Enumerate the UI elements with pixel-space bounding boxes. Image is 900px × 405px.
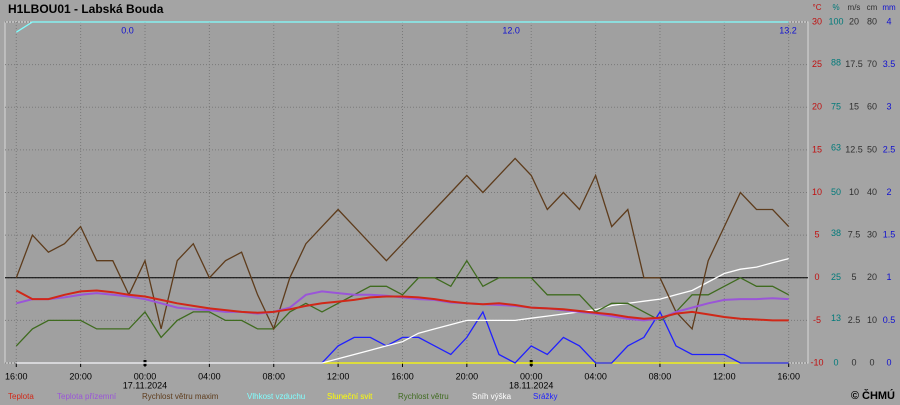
x-tick-label: 20:00 [456, 371, 479, 381]
y-tick-label: 1.5 [883, 230, 896, 240]
annotation: 0.0 [121, 25, 134, 35]
y-tick-label: 70 [867, 59, 877, 69]
y-tick-label: 2 [886, 187, 891, 197]
axis-unit: mm [882, 3, 896, 12]
series-line [15, 289, 789, 322]
annotation: 12.0 [502, 25, 520, 35]
y-tick-label: 15 [812, 144, 822, 154]
legend-entry: Teplota přízemní [57, 392, 117, 401]
legend-entry: Teplota [8, 392, 34, 401]
y-tick-label: 3 [886, 102, 891, 112]
x-tick-label: 00:00 [134, 371, 157, 381]
axis-unit: cm [867, 3, 878, 12]
y-tick-label: 5 [851, 272, 856, 282]
y-tick-label: 63 [831, 143, 841, 153]
y-tick-label: 30 [867, 230, 877, 240]
y-tick-label: 40 [867, 187, 877, 197]
y-tick-label: -10 [810, 357, 823, 367]
y-tick-label: 5 [814, 230, 819, 240]
y-tick-label: 80 [867, 16, 877, 26]
y-tick-label: 60 [867, 102, 877, 112]
x-tick-label: 12:00 [327, 371, 350, 381]
legend-entry: Rychlost větru [398, 392, 449, 401]
y-tick-label: 10 [849, 187, 859, 197]
y-tick-label: 17.5 [845, 59, 863, 69]
x-tick-label: 00:00 [520, 371, 543, 381]
credit: © ČHMÚ [851, 389, 895, 402]
series-line [15, 259, 790, 347]
x-tick-label: 16:00 [391, 371, 414, 381]
x-tick-label: 16:00 [5, 371, 28, 381]
y-tick-label: 25 [812, 59, 822, 69]
y-tick-label: 3.5 [883, 59, 896, 69]
x-tick-label: 20:00 [69, 371, 92, 381]
y-tick-label: 75 [831, 102, 841, 112]
y-tick-label: 20 [812, 102, 822, 112]
y-tick-label: -5 [813, 315, 821, 325]
legend-entry: Vlhkost vzduchu [247, 392, 305, 401]
y-tick-label: 15 [849, 102, 859, 112]
axis-unit: m/s [848, 3, 861, 12]
chart-title: H1LBOU01 - Labská Bouda [8, 2, 164, 16]
y-tick-label: 38 [831, 228, 841, 238]
y-tick-label: 30 [812, 16, 822, 26]
x-tick-label: 04:00 [198, 371, 221, 381]
y-tick-label: 50 [867, 144, 877, 154]
axis-unit: °C [813, 3, 822, 12]
y-tick-label: 10 [812, 187, 822, 197]
legend-entry: Sluneční svit [327, 392, 373, 401]
y-tick-label: 12.5 [845, 144, 863, 154]
x-tick-label: 08:00 [262, 371, 285, 381]
annotation: 13.2 [779, 25, 797, 35]
y-tick-label: 0 [833, 357, 838, 367]
y-tick-label: 10 [867, 315, 877, 325]
y-tick-label: 0 [886, 357, 891, 367]
legend-entry: Srážky [533, 392, 557, 401]
y-tick-label: 0.5 [883, 315, 896, 325]
y-tick-label: 50 [831, 187, 841, 197]
y-tick-label: 0 [869, 357, 874, 367]
x-tick-label: 04:00 [584, 371, 607, 381]
legend-entry: Rychlost větru maxim [142, 392, 219, 401]
date-label: 17.11.2024 [123, 380, 167, 390]
y-tick-label: 13 [831, 313, 841, 323]
y-tick-label: 2.5 [883, 144, 896, 154]
y-tick-label: 7.5 [848, 230, 861, 240]
series-line [16, 257, 789, 364]
x-tick-label: 16:00 [777, 371, 800, 381]
y-tick-label: 0 [814, 272, 819, 282]
y-tick-label: 20 [849, 16, 859, 26]
y-tick-label: 0 [851, 357, 856, 367]
x-tick-label: 08:00 [649, 371, 672, 381]
y-tick-label: 100 [828, 16, 843, 26]
series-line [15, 21, 789, 33]
axis-unit: % [832, 3, 839, 12]
date-label: 18.11.2024 [509, 380, 553, 390]
x-tick-label: 12:00 [713, 371, 736, 381]
y-tick-label: 1 [886, 272, 891, 282]
y-tick-label: 2.5 [848, 315, 861, 325]
y-tick-label: 25 [831, 272, 841, 282]
y-tick-label: 4 [886, 16, 891, 26]
y-tick-label: 88 [831, 57, 841, 67]
series-line [15, 157, 790, 331]
y-tick-label: 20 [867, 272, 877, 282]
legend-entry: Sníh výška [472, 392, 512, 401]
